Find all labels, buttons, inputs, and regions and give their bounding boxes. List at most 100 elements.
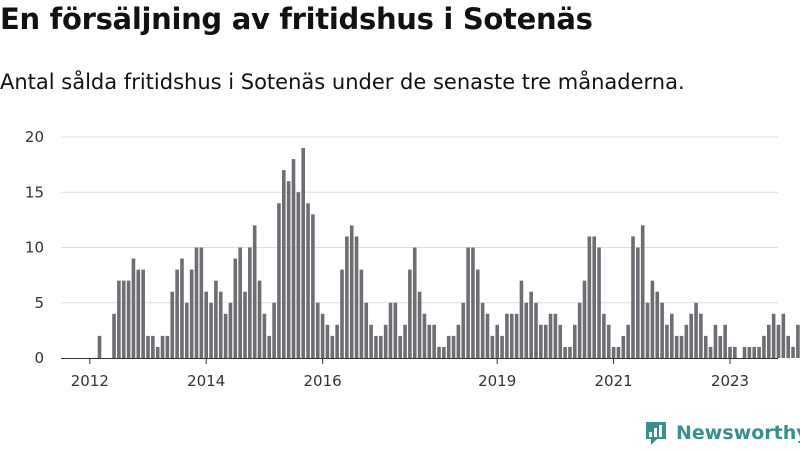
bar	[214, 280, 218, 358]
bar	[291, 159, 296, 358]
bar	[631, 236, 635, 358]
bar	[762, 335, 766, 358]
bar	[345, 236, 349, 358]
newsworthy-logo-icon	[646, 422, 666, 445]
bar	[325, 324, 330, 358]
y-tick-label: 0	[34, 349, 44, 367]
bar	[577, 302, 582, 358]
y-tick-label: 15	[25, 183, 44, 201]
x-tick-label: 2014	[187, 372, 225, 390]
bar	[369, 324, 373, 358]
bar	[257, 280, 262, 358]
bar	[466, 247, 470, 358]
bar	[185, 302, 189, 358]
bar	[335, 324, 339, 358]
bar	[204, 291, 208, 358]
bar	[699, 313, 703, 358]
bar	[728, 346, 732, 358]
bar	[747, 346, 752, 358]
bar	[97, 335, 102, 358]
bar	[480, 302, 485, 358]
bar	[650, 280, 655, 358]
bar	[684, 324, 689, 358]
bar	[781, 313, 786, 358]
bar	[771, 313, 776, 358]
bar	[398, 335, 402, 358]
bar	[277, 203, 281, 358]
bar	[713, 324, 718, 358]
bar	[495, 324, 499, 358]
bar	[626, 324, 630, 358]
grid-lines	[61, 136, 778, 304]
bar	[189, 269, 194, 358]
bar	[461, 302, 466, 358]
bar	[437, 346, 441, 358]
bar	[412, 247, 417, 358]
bar	[238, 247, 242, 358]
x-axis: 2012201420162019202120232025	[61, 358, 778, 390]
bar	[296, 192, 301, 358]
newsworthy-logo-text: Newsworthy	[676, 422, 800, 444]
bar	[262, 313, 267, 358]
bar	[500, 335, 504, 358]
bar	[151, 335, 155, 358]
bar	[757, 346, 761, 358]
bar	[340, 269, 344, 358]
bar	[611, 346, 616, 358]
bar	[180, 258, 184, 358]
bar	[301, 148, 305, 358]
bar	[218, 291, 223, 358]
bar	[582, 280, 587, 358]
bar	[170, 291, 175, 358]
bar	[703, 335, 708, 358]
bar	[175, 269, 179, 358]
bar	[621, 335, 626, 358]
bar	[228, 302, 233, 358]
bar	[286, 181, 291, 358]
bar	[146, 335, 150, 358]
bar	[786, 335, 790, 358]
bar	[199, 247, 204, 358]
bar	[456, 324, 461, 358]
bar	[141, 269, 145, 358]
bar	[471, 247, 475, 358]
bar	[194, 247, 199, 358]
bar	[742, 346, 747, 358]
bar	[723, 324, 727, 358]
bar	[451, 335, 456, 358]
x-tick-label: 2016	[304, 372, 342, 390]
bar	[209, 302, 213, 358]
x-tick-label: 2021	[595, 372, 633, 390]
bar	[708, 346, 713, 358]
bar	[379, 335, 383, 358]
bar	[519, 280, 524, 358]
bar	[223, 313, 228, 358]
bar	[330, 335, 335, 358]
x-tick-label: 2023	[711, 372, 749, 390]
bar	[117, 280, 121, 358]
bar	[282, 170, 286, 358]
bar	[689, 313, 693, 358]
bar	[665, 324, 669, 358]
bar	[315, 302, 320, 358]
bar	[529, 291, 533, 358]
bar	[354, 236, 359, 358]
bar	[359, 269, 364, 358]
y-tick-label: 20	[25, 128, 44, 146]
bar	[417, 291, 422, 358]
bar	[383, 324, 388, 358]
chart-title: En försäljning av fritidshus i Sotenäs	[0, 2, 593, 36]
bar	[388, 302, 393, 358]
bar	[248, 247, 252, 358]
bar	[374, 335, 378, 358]
bar	[233, 258, 238, 358]
y-tick-label: 5	[34, 294, 44, 312]
bar	[616, 346, 621, 358]
bar	[126, 280, 131, 358]
bar	[272, 302, 276, 358]
bar	[446, 335, 451, 358]
bar	[674, 335, 679, 358]
bar	[767, 324, 771, 358]
bar	[752, 346, 757, 358]
